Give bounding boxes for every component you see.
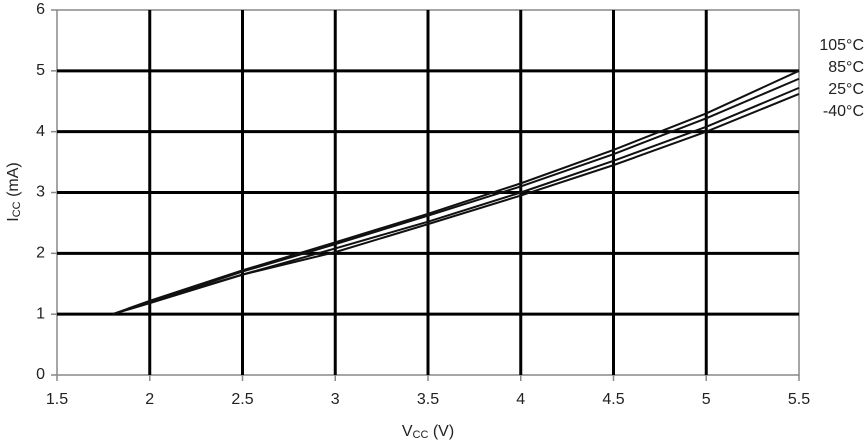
legend-label: 85°C [828,59,864,76]
y-label-unit: (mA) [5,162,22,201]
x-tick-label: 1.5 [46,391,68,408]
x-tick-label: 4 [516,391,525,408]
series-line [112,93,800,316]
legend-label: 25°C [828,81,864,98]
x-tick-label: 5 [702,391,711,408]
x-label-sub: CC [413,429,429,441]
x-tick-label: 2 [145,391,154,408]
x-label-unit: (V) [428,423,454,440]
x-tick-label: 4.5 [602,391,624,408]
x-tick-label: 2.5 [231,391,253,408]
y-tick-label: 3 [36,184,45,201]
y-tick-label: 1 [36,305,45,322]
y-tick-label: 5 [36,62,45,79]
x-tick-label: 3 [331,391,340,408]
series-line [112,69,800,316]
y-tick-label: 6 [36,1,45,18]
y-tick-label: 0 [36,366,45,383]
x-label-main: V [402,423,413,440]
y-axis-label: ICC (mA) [5,162,23,221]
x-tick-label: 5.5 [788,391,810,408]
x-axis-label: VCC (V) [402,423,454,441]
x-tick-label: 3.5 [417,391,439,408]
legend-label: 105°C [819,37,864,54]
y-label-main: I [5,217,22,221]
y-tick-label: 2 [36,245,45,262]
y-label-sub: CC [11,201,23,217]
y-tick-label: 4 [36,123,45,140]
legend-label: -40°C [823,103,864,120]
